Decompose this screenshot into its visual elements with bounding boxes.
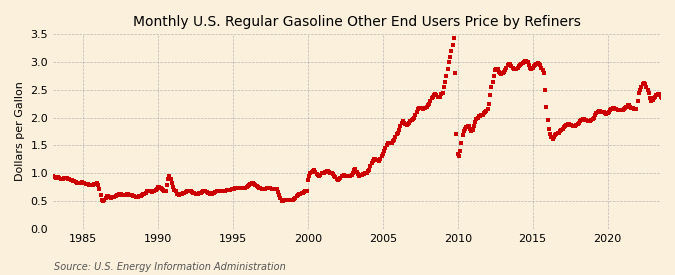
Y-axis label: Dollars per Gallon: Dollars per Gallon [15,82,25,182]
Title: Monthly U.S. Regular Gasoline Other End Users Price by Refiners: Monthly U.S. Regular Gasoline Other End … [133,15,580,29]
Text: Source: U.S. Energy Information Administration: Source: U.S. Energy Information Administ… [54,262,286,272]
